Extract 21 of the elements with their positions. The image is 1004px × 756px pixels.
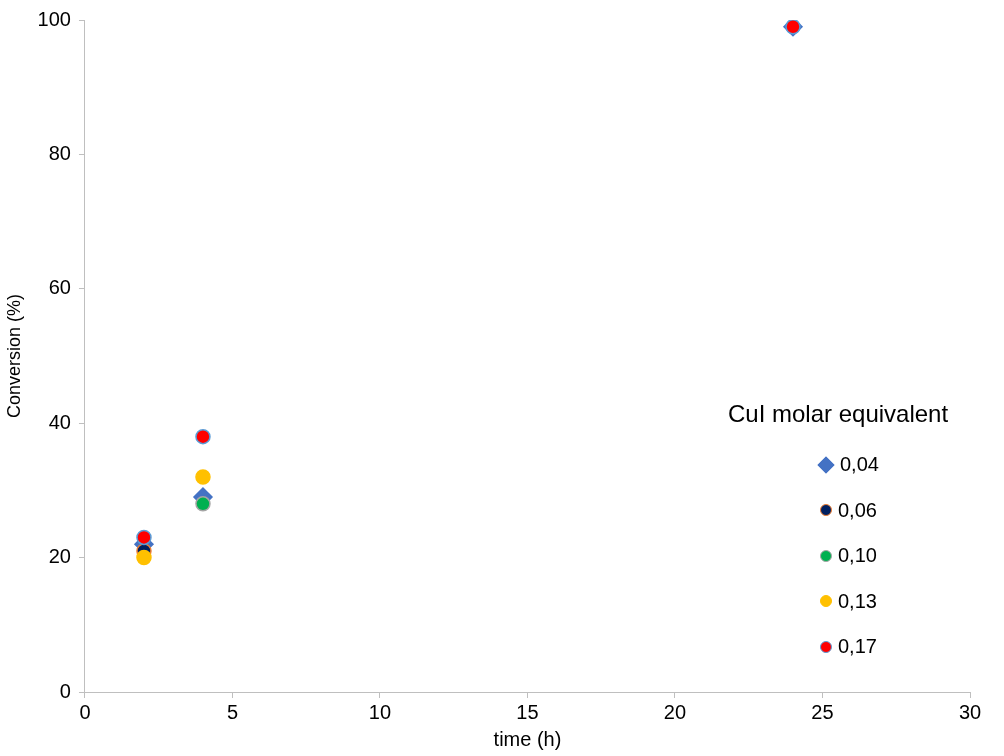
y-tick-label: 20 — [48, 545, 71, 568]
x-tick-label: 10 — [368, 700, 392, 723]
x-tick-label: 25 — [811, 700, 834, 723]
y-tick-label: 100 — [37, 7, 71, 30]
legend-title: CuI molar equivalent — [728, 400, 949, 428]
x-tick-label: 5 — [226, 700, 239, 723]
y-axis-title: Conversion (%) — [3, 293, 24, 419]
legend-label: 0,13 — [838, 589, 877, 613]
legend-label: 0,17 — [838, 635, 877, 659]
x-tick-label: 20 — [663, 700, 687, 723]
y-tick-label: 80 — [48, 141, 71, 164]
x-tick-label: 15 — [516, 700, 539, 723]
y-tick-label: 40 — [48, 410, 71, 433]
x-tick-label: 0 — [79, 700, 91, 723]
legend-label: 0,04 — [840, 453, 879, 477]
y-tick-label: 0 — [59, 679, 71, 702]
x-tick-label: 30 — [958, 700, 982, 723]
y-tick-label: 60 — [48, 276, 71, 299]
legend-label: 0,06 — [838, 498, 877, 522]
legend-label: 0,10 — [838, 544, 877, 568]
x-axis-title: time (h) — [493, 727, 562, 750]
